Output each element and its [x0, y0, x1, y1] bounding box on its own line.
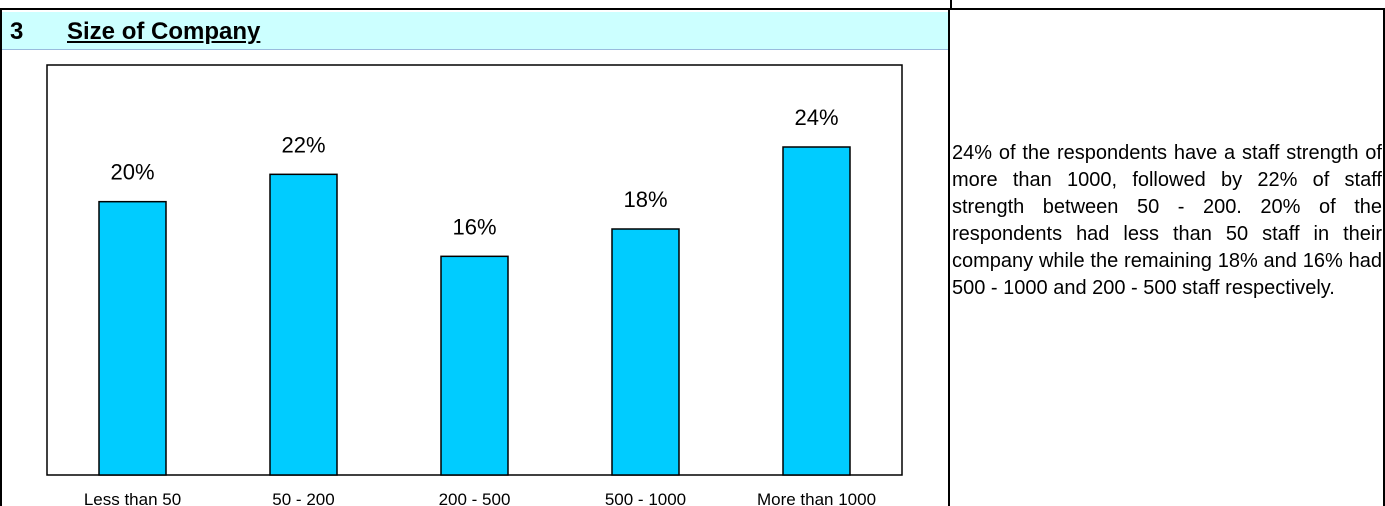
- x-tick-label-1: 50 - 200: [272, 490, 334, 506]
- bar-3: [611, 228, 680, 476]
- section-title: Size of Company: [67, 18, 261, 45]
- x-tick-label-2: 200 - 500: [439, 490, 511, 506]
- x-tick-label-0: Less than 50: [84, 490, 181, 506]
- frame-left-border: [0, 10, 2, 506]
- data-label-0: 20%: [110, 160, 154, 185]
- section-number: 3: [10, 18, 24, 45]
- data-label-1: 22%: [281, 132, 325, 157]
- frame-divider: [948, 10, 950, 506]
- top-border-tick: [950, 0, 952, 10]
- bar-4: [782, 146, 851, 476]
- x-tick-label-4: More than 1000: [757, 490, 876, 506]
- bar-chart: 20% Less than 50 22% 50 - 200 16% 200 - 500 18…: [46, 64, 903, 506]
- data-label-2: 16%: [452, 214, 496, 239]
- chart-container: 20% Less than 50 22% 50 - 200 16% 200 - 500 18…: [0, 50, 948, 506]
- data-label-4: 24%: [794, 105, 838, 130]
- section-header: 3 Size of Company: [2, 12, 948, 50]
- description-text: 24% of the respondents have a staff stre…: [952, 142, 1382, 299]
- bar-1: [269, 173, 338, 476]
- top-border: [0, 0, 1385, 10]
- data-label-3: 18%: [623, 187, 667, 212]
- bar-0: [98, 200, 167, 476]
- bar-2: [440, 255, 509, 476]
- x-tick-label-3: 500 - 1000: [605, 490, 686, 506]
- frame-right-border: [1383, 10, 1385, 506]
